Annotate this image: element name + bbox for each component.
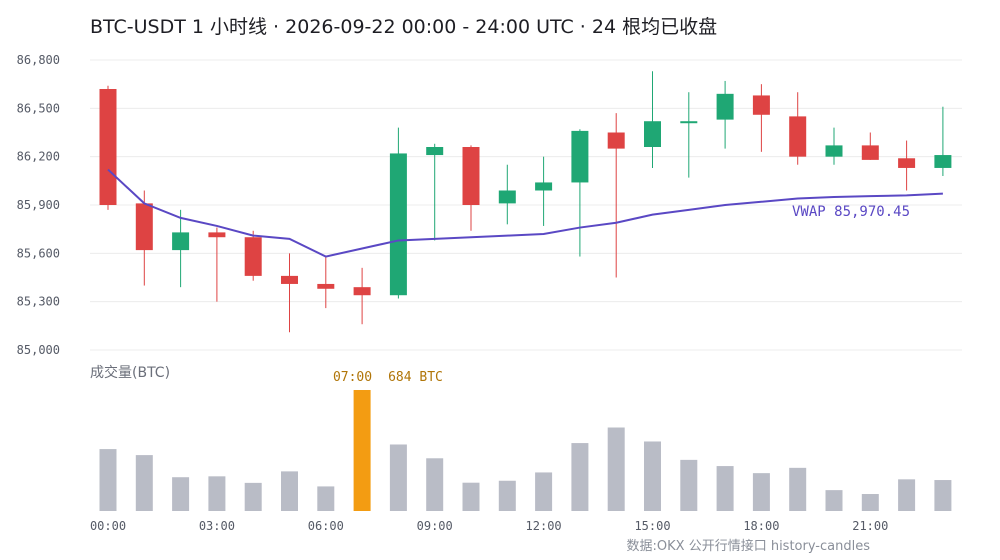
- price-tick-label: 85,900: [17, 198, 60, 212]
- volume-bar: [752, 473, 770, 511]
- data-source: 数据:OKX 公开行情接口 history-candles: [627, 538, 871, 554]
- volume-bar: [607, 427, 625, 511]
- chart-title: BTC-USDT 1 小时线 · 2026-09-22 00:00 - 24:0…: [90, 16, 717, 38]
- candle-body: [934, 155, 952, 168]
- candle-body: [752, 95, 770, 115]
- candle-body: [389, 153, 407, 296]
- candle-body: [135, 203, 153, 251]
- volume-bar: [644, 441, 661, 511]
- candle-body: [716, 93, 734, 120]
- price-tick-label: 85,600: [17, 246, 60, 260]
- volume-label: 成交量(BTC): [90, 364, 170, 381]
- volume-bar: [462, 482, 480, 511]
- volume-bar: [99, 449, 117, 511]
- volume-bar: [898, 479, 916, 511]
- volume-bar: [571, 443, 589, 511]
- candle-body: [498, 190, 516, 204]
- volume-bar: [135, 455, 153, 511]
- candle-body: [317, 283, 335, 289]
- price-axis: 86,800 86,500 86,200 85,900 85,600 85,300 85,0…: [17, 53, 60, 357]
- time-tick-label: 00:00: [90, 519, 126, 533]
- candle-body: [607, 132, 625, 149]
- candle-body: [861, 145, 879, 160]
- volume-bar: [825, 490, 843, 511]
- volume-bar: [317, 486, 335, 511]
- candle-body: [208, 232, 226, 238]
- vwap-label: VWAP 85,970.45: [792, 204, 910, 220]
- volume-bar-peak: [353, 390, 371, 511]
- volume-bar: [281, 471, 298, 511]
- price-tick-label: 86,200: [17, 150, 60, 164]
- peak-volume-value: 684 BTC: [388, 370, 443, 385]
- candle-body: [789, 116, 807, 157]
- time-tick-label: 09:00: [417, 519, 453, 533]
- time-tick-label: 03:00: [199, 519, 235, 533]
- price-gridlines: [90, 59, 962, 351]
- candle-body: [571, 130, 589, 183]
- volume-bar: [716, 466, 734, 511]
- time-tick-label: 06:00: [308, 519, 344, 533]
- candles: [99, 71, 952, 333]
- vwap-line: [107, 168, 943, 258]
- candle-body: [825, 145, 843, 157]
- candle-body: [244, 237, 262, 276]
- volume-bar: [535, 472, 553, 511]
- time-axis: 00:00 03:00 06:00 09:00 12:00 15:00 18:00 21:00: [90, 519, 888, 533]
- time-tick-label: 15:00: [634, 519, 670, 533]
- volume-bar: [498, 480, 516, 511]
- time-tick-label: 18:00: [743, 519, 779, 533]
- candle-body: [462, 147, 480, 205]
- volume-bar: [426, 458, 444, 511]
- volume-bar: [389, 444, 407, 511]
- volume-bar: [789, 467, 807, 511]
- candle-body: [644, 121, 661, 147]
- candle-body: [535, 182, 553, 191]
- price-tick-label: 86,800: [17, 53, 60, 67]
- price-tick-label: 85,300: [17, 295, 60, 309]
- candle-body: [898, 158, 916, 168]
- volume-bar: [244, 482, 262, 511]
- candle-body: [353, 287, 371, 296]
- volume-bar: [680, 459, 698, 511]
- volume-bar: [172, 477, 190, 511]
- volume-bar: [934, 480, 952, 511]
- candle-body: [426, 147, 444, 156]
- volume-bar: [208, 476, 226, 511]
- time-tick-label: 12:00: [526, 519, 562, 533]
- candle-body: [680, 121, 698, 124]
- candle-body: [281, 275, 298, 284]
- time-tick-label: 21:00: [852, 519, 888, 533]
- peak-volume-time: 07:00: [333, 370, 372, 385]
- candle-body: [172, 232, 190, 251]
- price-tick-label: 85,000: [17, 343, 60, 357]
- candle-body: [99, 89, 117, 205]
- volume-bars: [99, 390, 952, 511]
- volume-bar: [861, 494, 879, 511]
- price-tick-label: 86,500: [17, 101, 60, 115]
